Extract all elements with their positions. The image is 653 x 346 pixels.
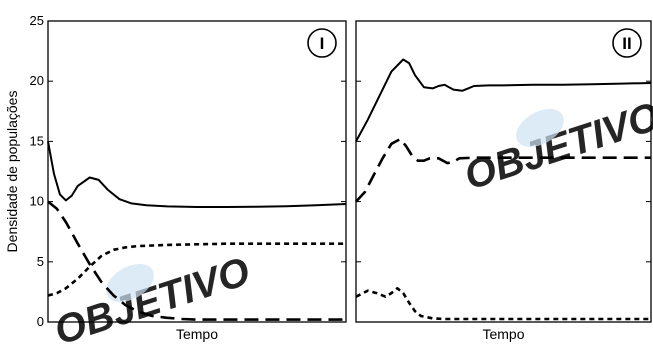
y-tick-label: 15 bbox=[30, 133, 44, 148]
y-axis-title: Densidade de populações bbox=[4, 91, 20, 253]
series-line-solid bbox=[355, 58, 652, 142]
y-tick-label: 10 bbox=[30, 194, 44, 209]
panel-tag-label: II bbox=[622, 34, 631, 53]
watermark-layer: OBJETIVO OBJETIVO bbox=[49, 94, 653, 346]
watermark-text: OBJETIVO bbox=[49, 249, 255, 346]
y-tick-label: 0 bbox=[37, 314, 44, 329]
panel-I-frame bbox=[47, 20, 347, 323]
x-axis-title: Tempo bbox=[482, 326, 524, 342]
plot-layer: 0 5 10 15 20 25 Densidade de populações Tempo I T… bbox=[4, 13, 652, 342]
x-axis-title: Tempo bbox=[176, 326, 218, 342]
watermark-logo-swoosh bbox=[106, 264, 154, 302]
series-line-dashed-short bbox=[47, 242, 346, 297]
panel-tag-circle bbox=[612, 28, 642, 58]
y-tick-label: 20 bbox=[30, 73, 44, 88]
panel-tag-label: I bbox=[320, 34, 325, 53]
y-tick-label: 25 bbox=[30, 13, 44, 28]
y-tick-label: 5 bbox=[37, 254, 44, 269]
watermark-text: OBJETIVO bbox=[459, 94, 653, 198]
watermark-logo-swoosh bbox=[516, 109, 564, 147]
series-line-dashed-long bbox=[355, 137, 651, 203]
series-line-dashed-long bbox=[47, 200, 346, 321]
panel-II-frame bbox=[355, 20, 652, 323]
panel-tag-circle bbox=[307, 28, 337, 58]
series-line-solid bbox=[47, 141, 347, 208]
series-line-dashed-short bbox=[355, 287, 651, 321]
